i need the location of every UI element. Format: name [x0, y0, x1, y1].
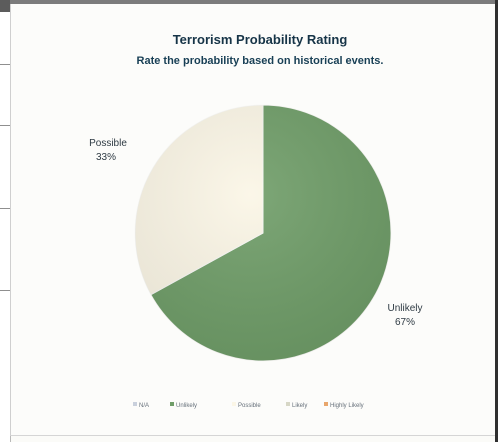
- legend-label: N/A: [139, 403, 149, 409]
- legend-swatch: [232, 402, 236, 406]
- chart-subtitle: Rate the probability based on historical…: [137, 55, 384, 67]
- legend-label: Highly Likely: [330, 403, 364, 409]
- pie-slices: [134, 104, 392, 362]
- slice-label-unlikely-value: 67%: [395, 317, 415, 328]
- legend-label: Possible: [238, 403, 261, 409]
- legend-label: Unlikely: [176, 403, 197, 409]
- legend-item-highly-likely: Highly Likely: [324, 402, 364, 409]
- legend-swatch: [324, 402, 328, 406]
- legend-swatch: [286, 402, 290, 406]
- legend-item-possible: Possible: [232, 402, 261, 409]
- chart-title: Terrorism Probability Rating: [173, 32, 348, 47]
- chart-legend: N/A Unlikely Possible Likely Highly Likely: [133, 402, 364, 409]
- slice-label-unlikely-name: Unlikely: [387, 303, 422, 314]
- left-strip-dark-header: [0, 0, 10, 12]
- left-strip-divider: [0, 208, 10, 209]
- left-strip-divider: [0, 290, 10, 291]
- legend-item-n/a: N/A: [133, 402, 149, 409]
- slice-label-possible-name: Possible: [89, 138, 127, 149]
- legend-item-likely: Likely: [286, 402, 307, 409]
- legend-label: Likely: [292, 403, 307, 409]
- legend-item-unlikely: Unlikely: [170, 402, 197, 409]
- top-frame-border: [10, 0, 498, 4]
- legend-swatch: [133, 402, 137, 406]
- left-strip-divider: [0, 64, 10, 65]
- legend-swatch: [170, 402, 174, 406]
- slice-label-possible-value: 33%: [96, 152, 116, 163]
- right-frame-border: [495, 0, 498, 442]
- left-strip-divider: [0, 125, 10, 126]
